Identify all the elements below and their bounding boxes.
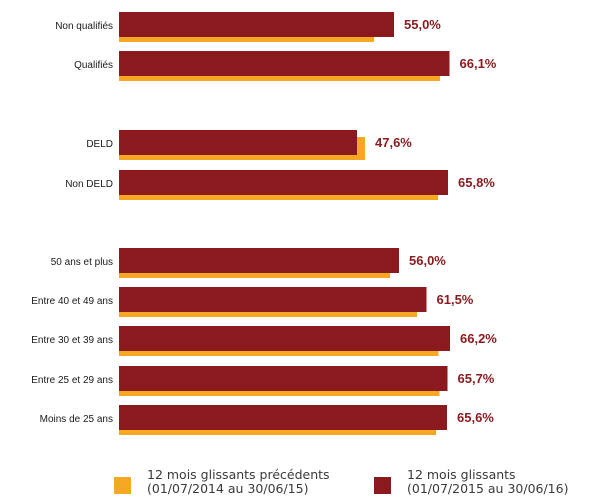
bar-group-1: Qualifiés 66,1%: [74, 51, 497, 81]
bar-chart: Non qualifiés 55,0% Qualifiés 66,1% DELD 47,6…: [31, 12, 497, 435]
category-label-7: Entre 25 et 29 ans: [31, 375, 113, 386]
value-label-7: 65,7%: [458, 371, 495, 386]
bar-group-4: 50 ans et plus 56,0%: [51, 248, 446, 278]
bar-group-3: Non DELD 65,8%: [65, 170, 495, 200]
category-label-5: Entre 40 et 49 ans: [31, 296, 113, 307]
category-label-1: Qualifiés: [74, 60, 113, 71]
value-label-0: 55,0%: [404, 17, 441, 32]
value-label-1: 66,1%: [460, 56, 497, 71]
value-label-8: 65,6%: [457, 410, 494, 425]
bar-current-5: [119, 287, 427, 312]
legend-swatch-current: [374, 477, 391, 494]
legend-item-current: 12 mois glissants (01/07/2015 au 30/06/1…: [374, 468, 568, 496]
bar-group-8: Moins de 25 ans 65,6%: [40, 405, 494, 435]
bar-current-7: [119, 366, 448, 391]
bar-current-2: [119, 130, 357, 155]
chart-legend: 12 mois glissants précédents (01/07/2014…: [0, 468, 590, 504]
legend-swatch-previous: [114, 477, 131, 494]
bar-current-3: [119, 170, 448, 195]
value-label-4: 56,0%: [409, 253, 446, 268]
legend-label-current-line1: 12 mois glissants: [407, 467, 516, 482]
category-label-2: DELD: [86, 139, 113, 150]
value-label-3: 65,8%: [458, 175, 495, 190]
category-label-8: Moins de 25 ans: [40, 414, 113, 425]
bar-current-1: [119, 51, 450, 76]
category-label-6: Entre 30 et 39 ans: [31, 335, 113, 346]
bar-current-4: [119, 248, 399, 273]
bar-group-5: Entre 40 et 49 ans 61,5%: [31, 287, 474, 317]
value-label-6: 66,2%: [460, 331, 497, 346]
value-label-2: 47,6%: [375, 135, 412, 150]
bar-current-6: [119, 326, 450, 351]
legend-label-previous-line2: (01/07/2014 au 30/06/15): [147, 481, 309, 496]
legend-label-previous: 12 mois glissants précédents (01/07/2014…: [147, 468, 330, 496]
value-label-5: 61,5%: [437, 292, 474, 307]
category-label-4: 50 ans et plus: [51, 257, 113, 268]
bar-current-8: [119, 405, 447, 430]
bar-current-0: [119, 12, 394, 37]
category-label-3: Non DELD: [65, 179, 113, 190]
category-label-0: Non qualifiés: [55, 21, 113, 32]
bar-group-2: DELD 47,6%: [86, 130, 412, 160]
legend-label-current-line2: (01/07/2015 au 30/06/16): [407, 481, 569, 496]
bar-group-6: Entre 30 et 39 ans 66,2%: [31, 326, 497, 356]
legend-label-previous-line1: 12 mois glissants précédents: [147, 467, 330, 482]
legend-label-current: 12 mois glissants (01/07/2015 au 30/06/1…: [407, 468, 568, 496]
bar-group-0: Non qualifiés 55,0%: [55, 12, 441, 42]
bar-group-7: Entre 25 et 29 ans 65,7%: [31, 366, 495, 396]
legend-item-previous: 12 mois glissants précédents (01/07/2014…: [114, 468, 330, 496]
